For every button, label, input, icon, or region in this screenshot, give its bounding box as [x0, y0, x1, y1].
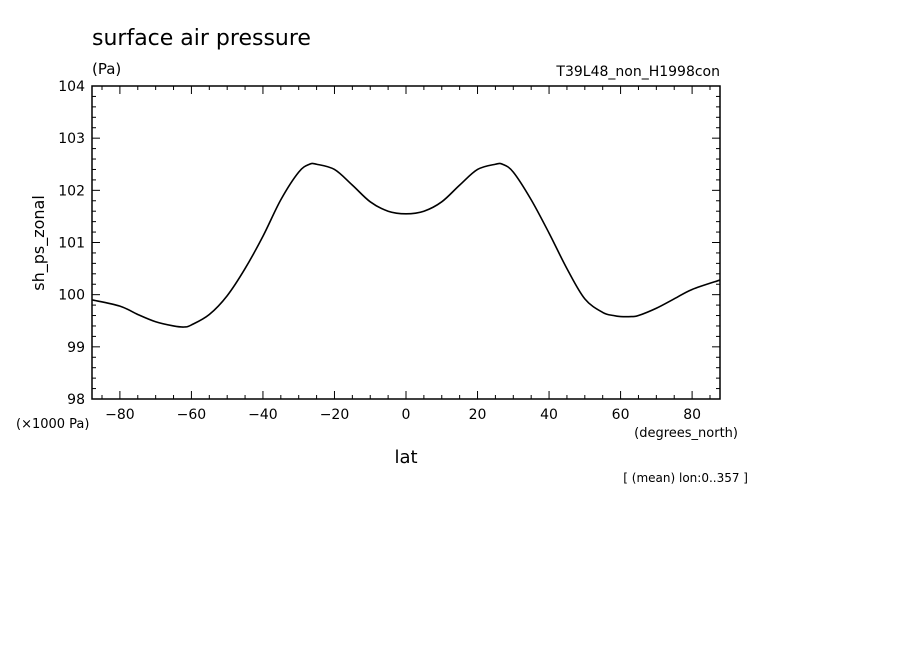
- chart-title: surface air pressure: [92, 26, 311, 51]
- x-tick-label: 80: [683, 407, 701, 423]
- x-tick-label: 40: [540, 407, 558, 423]
- units-label: (Pa): [92, 60, 121, 78]
- y-tick-label: 100: [58, 288, 85, 304]
- y-axis-ticks: [92, 85, 720, 400]
- x-tick-label: −20: [320, 407, 350, 423]
- x-tick-label: 0: [402, 407, 411, 423]
- y-tick-label: 102: [58, 183, 85, 199]
- x-tick-label: 20: [469, 407, 487, 423]
- x-tick-label: −80: [105, 407, 135, 423]
- y-tick-label: 104: [58, 79, 85, 95]
- experiment-label: T39L48_non_H1998con: [555, 64, 720, 80]
- y-tick-label: 99: [67, 340, 85, 356]
- x-units-label: (degrees_north): [634, 426, 738, 441]
- averaging-note: [ (mean) lon:0..357 ]: [623, 471, 748, 485]
- plot-frame: [91, 85, 721, 400]
- y-tick-label: 103: [58, 131, 85, 147]
- y-axis-tick-labels: 98 99 100 101 102 103 104: [58, 79, 85, 408]
- series-line: [91, 162, 721, 328]
- x-tick-label: 60: [612, 407, 630, 423]
- x-axis-tick-labels: −80 −60 −40 −20 0 20 40 60 80: [105, 407, 701, 423]
- y-tick-label: 101: [58, 236, 85, 252]
- y-scale-note: (×1000 Pa): [16, 417, 89, 432]
- x-tick-label: −60: [177, 407, 207, 423]
- y-axis-label: sh_ps_zonal: [29, 195, 49, 291]
- x-axis-ticks: [101, 86, 711, 399]
- y-tick-label: 98: [67, 392, 85, 408]
- x-tick-label: −40: [248, 407, 278, 423]
- x-axis-label: lat: [394, 447, 417, 468]
